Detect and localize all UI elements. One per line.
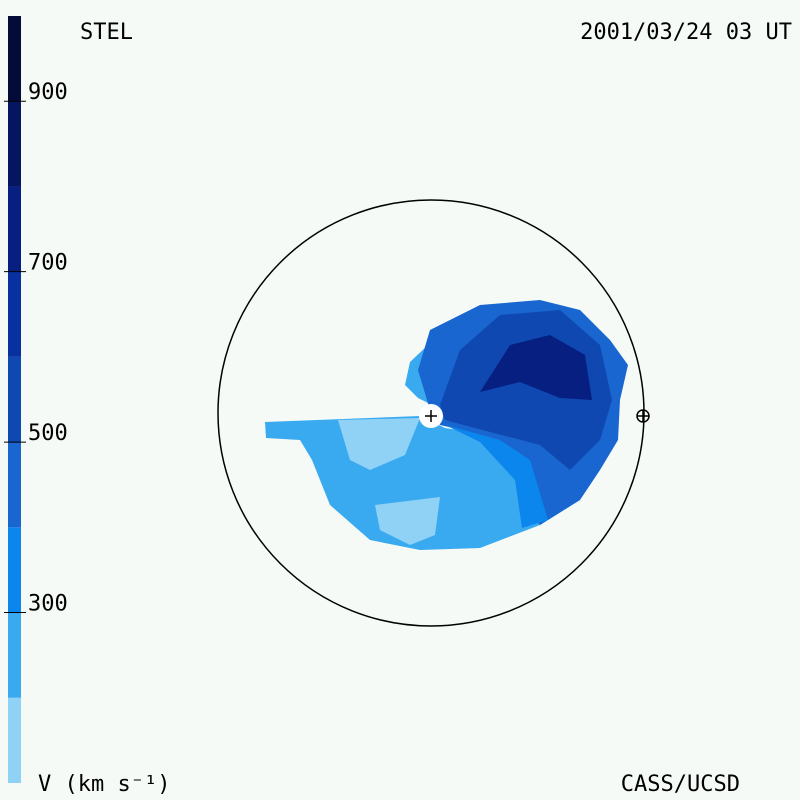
region bbox=[480, 335, 592, 400]
colorbar-band bbox=[8, 101, 21, 187]
y-tick-label: 900 bbox=[28, 80, 68, 105]
chart-subtitle: 2001/03/24 03 UT bbox=[580, 20, 792, 45]
orbit-circle bbox=[217, 199, 645, 627]
colorbar-band bbox=[8, 697, 21, 783]
colorbar-band bbox=[8, 442, 21, 528]
region bbox=[375, 497, 440, 545]
axis-label: V (km s⁻¹) bbox=[38, 772, 170, 797]
credit: CASS/UCSD bbox=[621, 772, 740, 797]
sun-cross bbox=[425, 410, 437, 422]
colorbar-band bbox=[8, 271, 21, 357]
colorbar-band bbox=[8, 612, 21, 698]
map bbox=[217, 199, 650, 627]
region bbox=[445, 425, 548, 528]
colorbar-band bbox=[8, 356, 21, 443]
y-tick-label: 300 bbox=[28, 592, 68, 617]
chart-title: STEL bbox=[80, 20, 133, 45]
earth-cross bbox=[637, 410, 649, 422]
y-tick-label: 700 bbox=[28, 251, 68, 276]
colorbar-band bbox=[8, 186, 21, 272]
colorbar-band bbox=[8, 527, 21, 613]
y-tick-label: 500 bbox=[28, 421, 68, 446]
colorbar-band bbox=[8, 16, 21, 102]
region bbox=[338, 418, 420, 470]
